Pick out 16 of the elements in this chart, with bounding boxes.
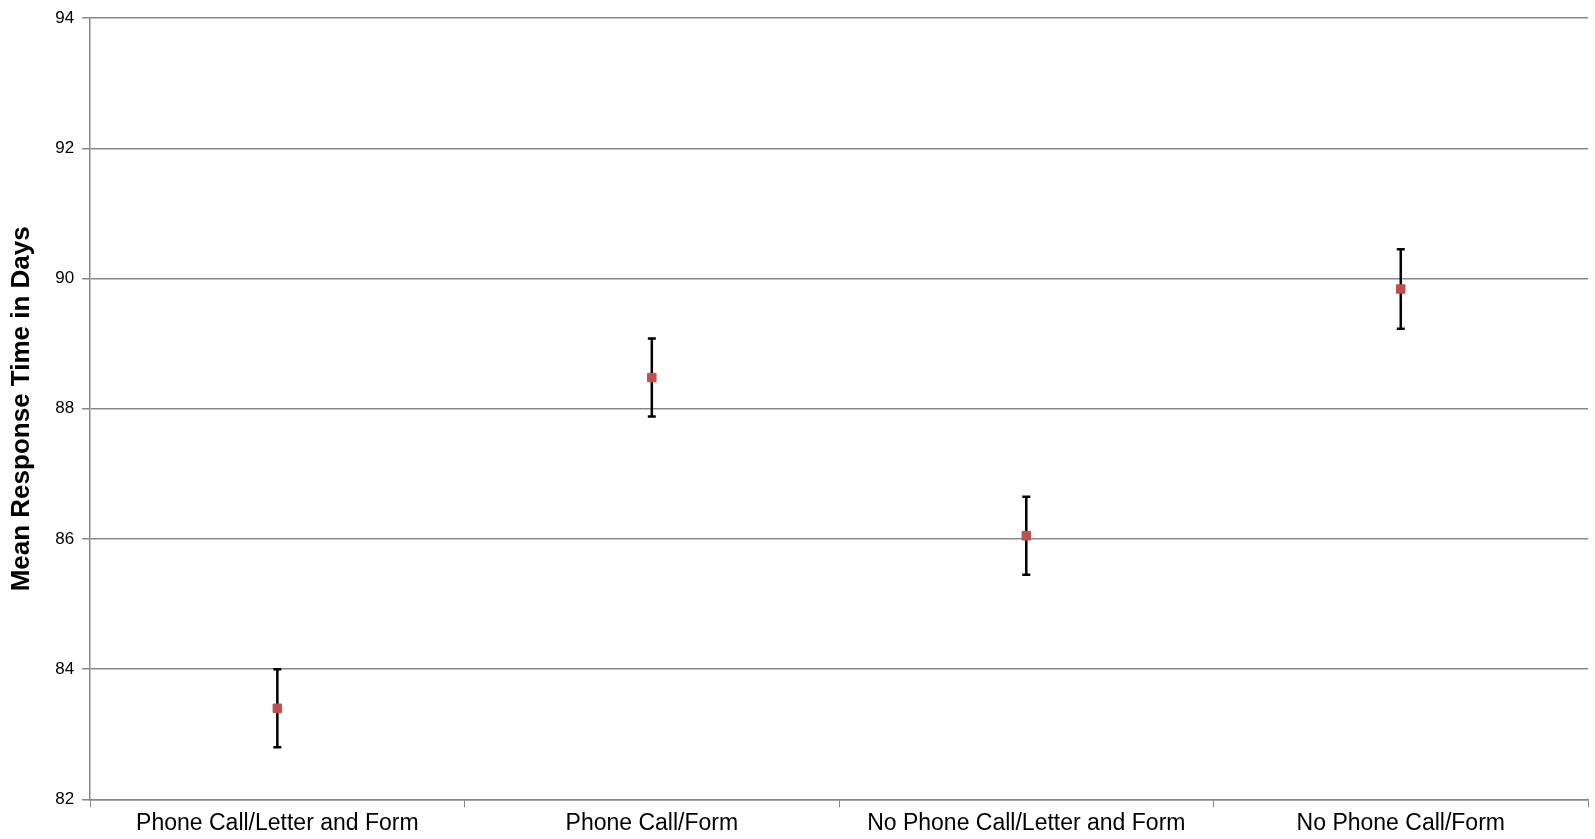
point: [272, 703, 283, 713]
y-tick-label: 90: [55, 268, 75, 288]
y-tick-label: 92: [55, 138, 75, 158]
y-tick-label: 88: [55, 398, 75, 418]
x-tick-label: Phone Call/Form: [565, 808, 739, 835]
y-axis-title: Mean Response Time in Days: [4, 226, 35, 592]
y-tick-label: 94: [55, 7, 75, 27]
point: [647, 372, 657, 383]
point: [1396, 284, 1406, 294]
y-tick-label: 82: [55, 789, 75, 809]
y-tick-label: 86: [55, 528, 75, 548]
point: [1021, 531, 1032, 541]
x-tick-label: Phone Call/Letter and Form: [136, 808, 419, 835]
y-tick-label: 84: [55, 658, 75, 678]
x-tick-label: No Phone Call/Letter and Form: [867, 808, 1186, 835]
x-tick-label: No Phone Call/Form: [1296, 808, 1505, 835]
